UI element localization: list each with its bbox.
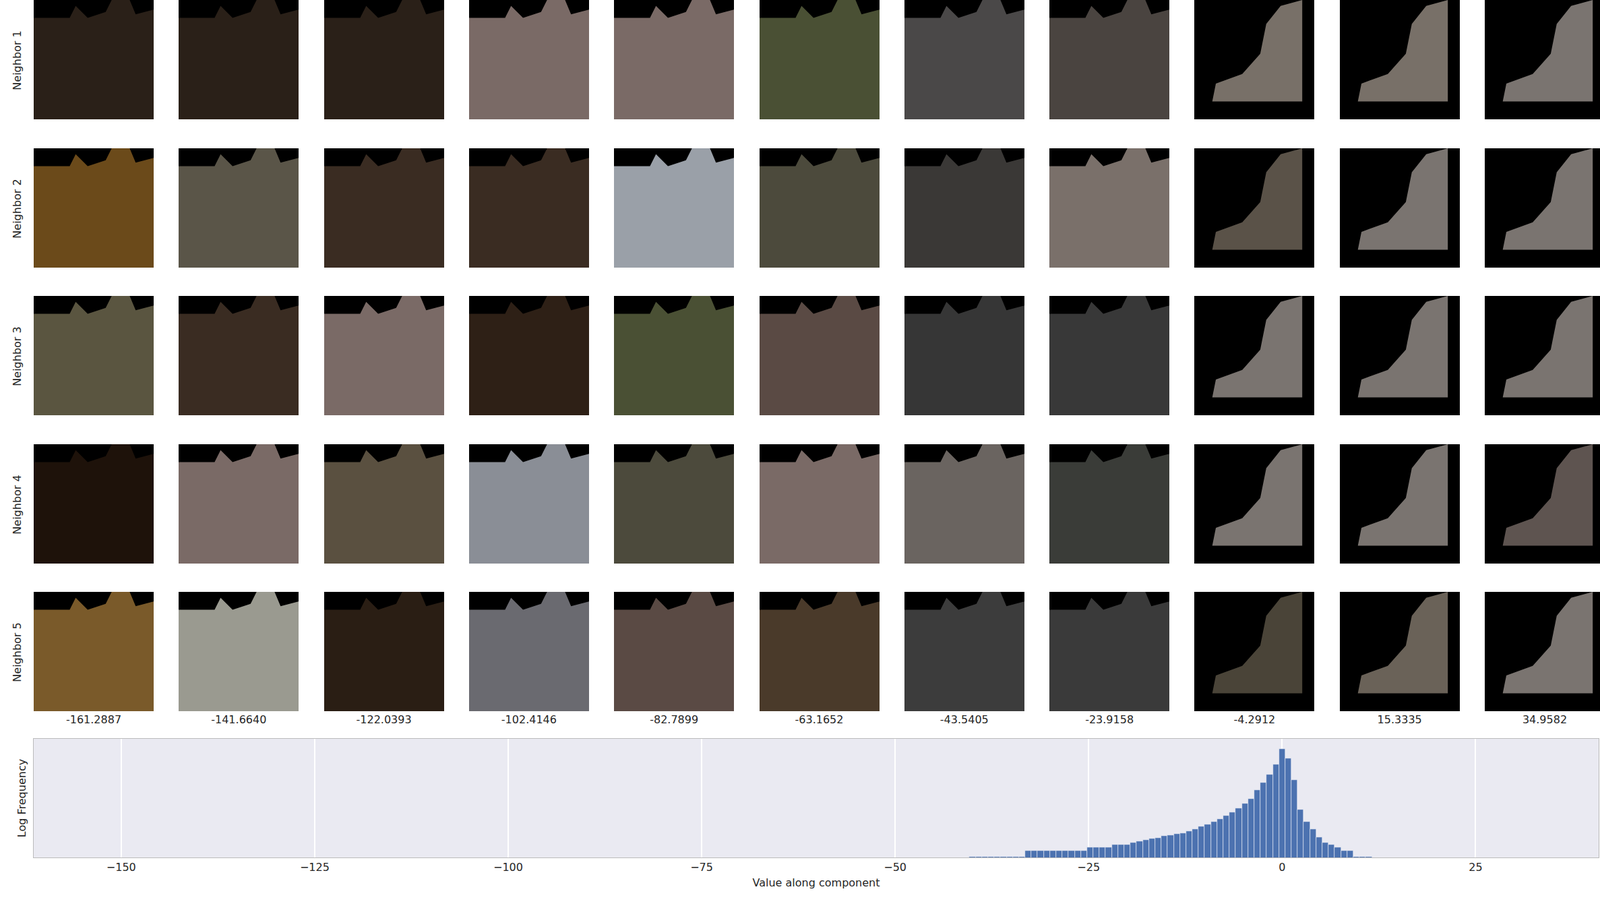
html-text:34.9582: 34.9582	[1522, 713, 1568, 726]
html-text:-63.1652: -63.1652	[794, 713, 844, 726]
svg-text:−25: −25	[1077, 860, 1100, 874]
svg-text:25: 25	[1468, 860, 1483, 874]
html-text:-23.9158: -23.9158	[1085, 713, 1134, 726]
svg-text:−50: −50	[883, 860, 907, 874]
svg-text:Value along component: Value along component	[752, 876, 881, 889]
svg-text:−150: −150	[106, 860, 137, 874]
html-text:-161.2887: -161.2887	[65, 713, 122, 726]
html-text:-141.6640: -141.6640	[211, 713, 267, 726]
svg-text:−100: −100	[493, 860, 523, 874]
html-text:Neighbor 3: Neighbor 3	[10, 326, 24, 386]
html-text:Neighbor 4: Neighbor 4	[10, 474, 24, 534]
html-text:Neighbor 1: Neighbor 1	[10, 30, 24, 91]
html-text:-82.7899: -82.7899	[649, 713, 699, 726]
html-text:15.3335: 15.3335	[1377, 713, 1422, 726]
svg-text:0: 0	[1278, 860, 1286, 874]
html-text:-122.0393: -122.0393	[356, 713, 412, 726]
html-text:Neighbor 5: Neighbor 5	[10, 622, 24, 682]
html-text:-102.4146: -102.4146	[501, 713, 557, 726]
svg-text:Log Frequency: Log Frequency	[15, 758, 29, 838]
svg-text:−125: −125	[299, 860, 330, 874]
svg-text:−75: −75	[690, 860, 714, 874]
html-text:Neighbor 2: Neighbor 2	[10, 178, 24, 239]
html-text:-43.5405: -43.5405	[940, 713, 989, 726]
html-text:-4.2912: -4.2912	[1233, 713, 1276, 726]
